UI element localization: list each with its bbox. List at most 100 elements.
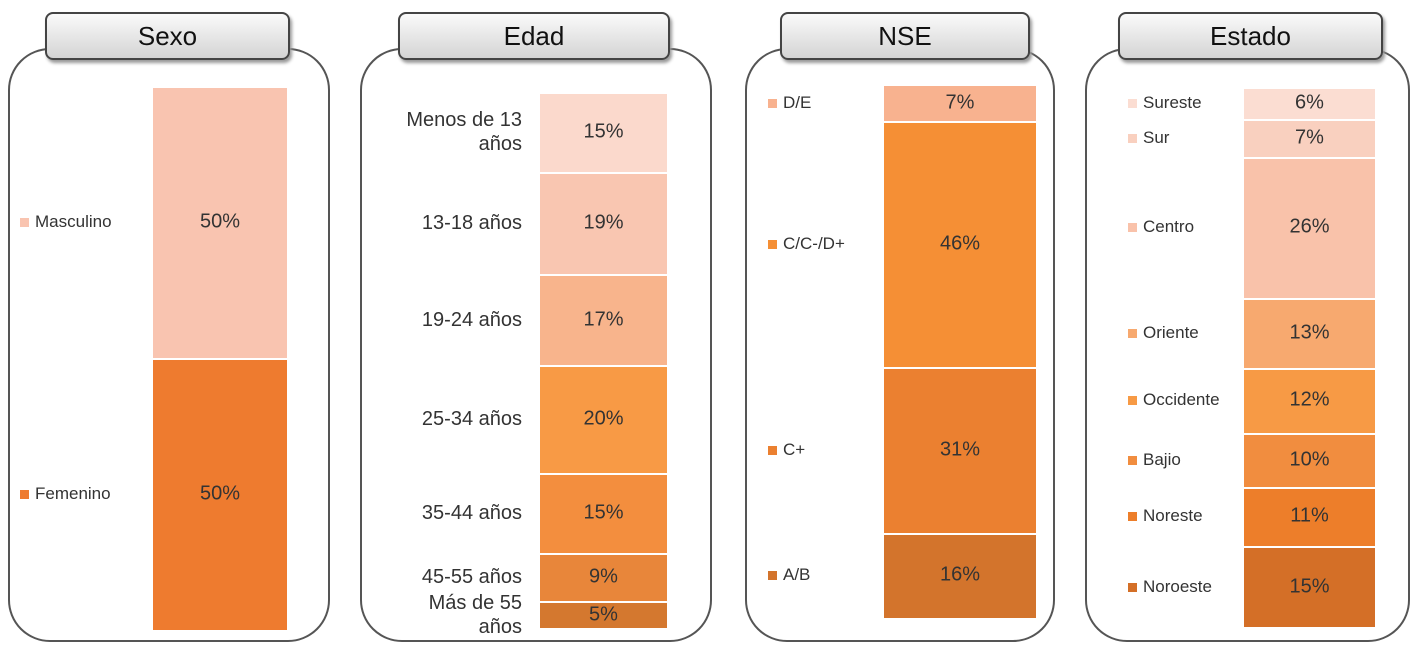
legend-label: Más de 55 años xyxy=(428,591,522,638)
legend-label: 19-24 años xyxy=(421,308,522,331)
legend-label: Centro xyxy=(1143,217,1195,237)
legend-marker xyxy=(20,490,29,500)
legend-label: Oriente xyxy=(1143,322,1199,342)
legend-label: 35-44 años xyxy=(421,501,522,524)
value-label: 7% xyxy=(945,91,975,114)
legend-entry: Menos de 13 años xyxy=(380,108,522,156)
bar-segment xyxy=(1244,432,1375,487)
bar-segment xyxy=(153,358,287,630)
bar-segment xyxy=(1244,297,1375,368)
legend-entry: C/C-/D+ xyxy=(768,234,878,254)
legend-entry: 25-34 años xyxy=(380,407,522,431)
legend-entry: Occidente xyxy=(1128,390,1240,410)
legend-marker xyxy=(1128,134,1137,144)
legend-entry: Masculino xyxy=(20,212,145,232)
chart-title: NSE xyxy=(780,12,1030,60)
legend-label: C/C-/D+ xyxy=(783,234,845,254)
legend-marker xyxy=(768,240,777,250)
legend-marker xyxy=(1128,99,1137,109)
bar-segment xyxy=(1244,367,1375,433)
bar-segment xyxy=(540,472,667,553)
bar-segment xyxy=(1244,546,1375,627)
legend-marker xyxy=(1128,328,1137,338)
bar-segment xyxy=(884,84,1036,122)
bar-segment xyxy=(884,532,1036,618)
value-label: 7% xyxy=(1295,126,1324,149)
value-label: 15% xyxy=(583,120,624,143)
legend-label: D/E xyxy=(783,92,812,112)
value-label: 6% xyxy=(1295,91,1324,114)
value-label: 5% xyxy=(589,603,618,626)
bar-segment xyxy=(1244,87,1375,120)
bar-segment xyxy=(540,552,667,602)
value-label: 31% xyxy=(939,438,981,461)
value-label: 19% xyxy=(583,211,624,234)
value-label: 26% xyxy=(1289,215,1330,238)
legend-entry: 45-55 años xyxy=(380,565,522,589)
value-label: 50% xyxy=(199,210,241,233)
legend-label: C+ xyxy=(783,439,806,459)
legend-entry: Sur xyxy=(1128,128,1240,148)
legend-marker xyxy=(768,445,777,455)
chart-title: Estado xyxy=(1118,12,1383,60)
bar-segment xyxy=(884,367,1036,533)
legend-label: Femenino xyxy=(35,484,111,503)
bar-segment xyxy=(540,274,667,366)
legend-entry: D/E xyxy=(768,93,878,113)
legend-entry: Sureste xyxy=(1128,93,1240,113)
legend-entry: 35-44 años xyxy=(380,501,522,525)
legend-marker xyxy=(1128,396,1137,406)
legend-marker xyxy=(1128,455,1137,465)
legend-label: Noreste xyxy=(1143,506,1203,526)
legend-label: Bajio xyxy=(1143,449,1181,469)
legend-entry: C+ xyxy=(768,440,878,460)
legend-entry: 13-18 años xyxy=(380,211,522,235)
value-label: 46% xyxy=(939,232,981,255)
legend-marker xyxy=(1128,582,1137,592)
legend-entry: Noroeste xyxy=(1128,577,1240,597)
bar-segment xyxy=(540,92,667,173)
bar-segment xyxy=(153,86,287,358)
bar-segment xyxy=(1244,119,1375,158)
legend-label: 25-34 años xyxy=(421,407,522,430)
legend-label: 13-18 años xyxy=(421,212,522,235)
bar-segment xyxy=(540,365,667,473)
legend-marker xyxy=(20,218,29,228)
legend-label: 45-55 años xyxy=(421,566,522,589)
legend-label: Sur xyxy=(1143,128,1170,148)
legend-entry: Femenino xyxy=(20,484,145,504)
legend-marker xyxy=(1128,223,1137,233)
chart-title: Sexo xyxy=(45,12,290,60)
value-label: 17% xyxy=(583,308,624,331)
value-label: 10% xyxy=(1289,448,1330,471)
legend-label: Noroeste xyxy=(1143,576,1212,596)
legend-marker xyxy=(1128,512,1137,522)
legend-label: Menos de 13 años xyxy=(406,109,522,156)
value-label: 11% xyxy=(1290,504,1329,527)
legend-marker xyxy=(768,98,777,108)
legend-label: Occidente xyxy=(1143,390,1220,410)
bar-segment xyxy=(884,121,1036,367)
value-label: 9% xyxy=(589,565,618,588)
legend-entry: Oriente xyxy=(1128,323,1240,343)
value-label: 16% xyxy=(939,563,981,586)
bar-segment xyxy=(1244,486,1375,546)
legend-entry: Más de 55 años xyxy=(380,591,522,639)
chart-title: Edad xyxy=(398,12,670,60)
legend-label: A/B xyxy=(783,565,811,585)
value-label: 50% xyxy=(199,482,241,505)
legend-label: Masculino xyxy=(35,212,112,231)
value-label: 15% xyxy=(1289,575,1330,597)
legend-entry: Centro xyxy=(1128,217,1240,237)
legend-entry: Bajio xyxy=(1128,450,1240,470)
value-label: 12% xyxy=(1289,388,1330,411)
legend-entry: Noreste xyxy=(1128,506,1240,526)
legend-entry: A/B xyxy=(768,565,878,585)
bar-segment xyxy=(540,601,667,628)
legend-entry: 19-24 años xyxy=(380,308,522,332)
value-label: 15% xyxy=(583,501,624,524)
bar-segment xyxy=(1244,157,1375,298)
value-label: 20% xyxy=(583,407,624,430)
legend-marker xyxy=(768,571,777,581)
